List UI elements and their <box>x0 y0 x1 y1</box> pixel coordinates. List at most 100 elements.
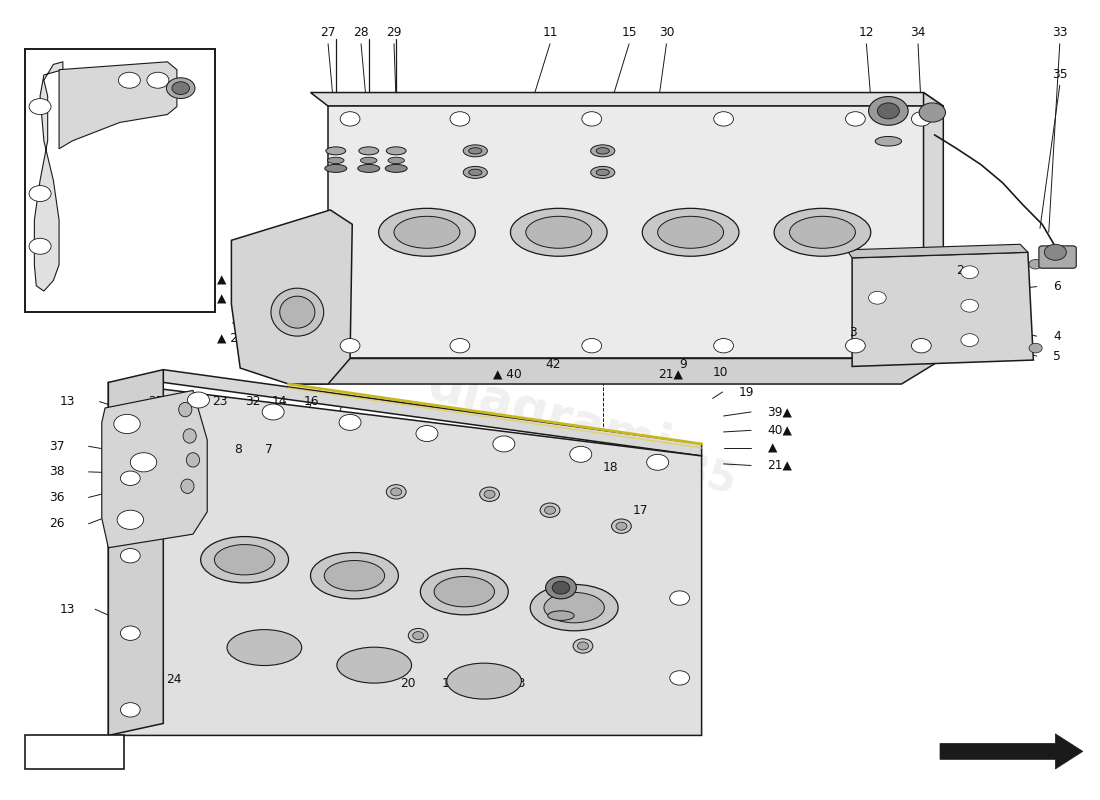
Circle shape <box>339 414 361 430</box>
Circle shape <box>670 591 690 606</box>
Ellipse shape <box>200 537 288 583</box>
Circle shape <box>120 626 140 640</box>
Text: 14: 14 <box>272 395 287 408</box>
Text: 16: 16 <box>304 395 319 408</box>
Circle shape <box>450 112 470 126</box>
Ellipse shape <box>530 585 618 630</box>
Circle shape <box>920 103 946 122</box>
Ellipse shape <box>386 147 406 155</box>
Circle shape <box>1044 244 1066 260</box>
Ellipse shape <box>378 208 475 256</box>
Text: ▲: ▲ <box>768 442 777 454</box>
Text: 6: 6 <box>1053 280 1060 293</box>
Circle shape <box>408 629 428 642</box>
Circle shape <box>262 404 284 420</box>
Ellipse shape <box>271 288 323 336</box>
Polygon shape <box>328 106 944 358</box>
Circle shape <box>616 522 627 530</box>
Text: 20: 20 <box>400 677 416 690</box>
Text: 9: 9 <box>680 358 688 370</box>
Polygon shape <box>924 93 944 358</box>
Polygon shape <box>59 62 177 149</box>
Text: 31: 31 <box>191 122 208 135</box>
Text: 41: 41 <box>243 251 258 264</box>
Circle shape <box>869 291 887 304</box>
Circle shape <box>1028 343 1042 353</box>
Text: 12: 12 <box>859 26 874 39</box>
Polygon shape <box>310 93 944 106</box>
Ellipse shape <box>434 577 495 607</box>
Text: 24: 24 <box>166 673 182 686</box>
Polygon shape <box>288 358 944 384</box>
Circle shape <box>130 453 156 472</box>
Circle shape <box>390 488 402 496</box>
Circle shape <box>552 582 570 594</box>
Circle shape <box>493 436 515 452</box>
Circle shape <box>912 112 932 126</box>
Polygon shape <box>34 62 63 291</box>
Ellipse shape <box>394 216 460 248</box>
Ellipse shape <box>359 147 378 155</box>
Ellipse shape <box>658 216 724 248</box>
FancyBboxPatch shape <box>25 735 123 769</box>
Circle shape <box>416 426 438 442</box>
Text: 24: 24 <box>180 395 196 408</box>
Ellipse shape <box>324 561 385 591</box>
Text: 21▲: 21▲ <box>658 368 682 381</box>
Circle shape <box>582 338 602 353</box>
Ellipse shape <box>469 170 482 175</box>
Circle shape <box>29 186 51 202</box>
Circle shape <box>546 577 576 599</box>
Text: 39▲: 39▲ <box>768 406 792 418</box>
Ellipse shape <box>774 208 871 256</box>
FancyBboxPatch shape <box>1038 246 1076 268</box>
Ellipse shape <box>385 165 407 172</box>
Circle shape <box>1028 259 1042 269</box>
Text: 2: 2 <box>957 264 965 277</box>
Circle shape <box>29 98 51 114</box>
Circle shape <box>120 471 140 486</box>
Text: ▲ 21: ▲ 21 <box>217 331 245 344</box>
Circle shape <box>714 112 734 126</box>
Circle shape <box>540 503 560 518</box>
Ellipse shape <box>361 158 377 164</box>
Polygon shape <box>940 734 1082 769</box>
Text: 32: 32 <box>245 395 261 408</box>
Ellipse shape <box>876 137 902 146</box>
Ellipse shape <box>642 208 739 256</box>
Text: 8: 8 <box>234 443 242 456</box>
Circle shape <box>147 72 169 88</box>
Ellipse shape <box>510 208 607 256</box>
Polygon shape <box>109 370 163 735</box>
Ellipse shape <box>324 165 346 172</box>
Circle shape <box>29 238 51 254</box>
Text: 35: 35 <box>1052 68 1068 81</box>
Ellipse shape <box>180 479 194 494</box>
Ellipse shape <box>178 402 191 417</box>
Ellipse shape <box>326 147 345 155</box>
Circle shape <box>114 414 140 434</box>
Text: 30: 30 <box>659 26 674 39</box>
Circle shape <box>846 338 866 353</box>
Text: 085: 085 <box>646 440 740 503</box>
Ellipse shape <box>183 429 196 443</box>
Circle shape <box>484 490 495 498</box>
Text: ▲ 39: ▲ 39 <box>217 272 245 285</box>
Circle shape <box>869 97 909 126</box>
Text: 13: 13 <box>510 677 526 690</box>
Text: 34: 34 <box>911 26 926 39</box>
Text: 17: 17 <box>632 504 648 517</box>
Text: 26: 26 <box>48 518 65 530</box>
Text: 19: 19 <box>739 386 755 398</box>
Polygon shape <box>102 390 207 548</box>
Ellipse shape <box>548 611 574 621</box>
Circle shape <box>172 82 189 94</box>
Polygon shape <box>231 210 352 384</box>
Circle shape <box>912 338 932 353</box>
Text: 28: 28 <box>353 26 369 39</box>
Circle shape <box>570 446 592 462</box>
Text: 29: 29 <box>386 26 402 39</box>
Ellipse shape <box>227 630 301 666</box>
Circle shape <box>412 631 424 639</box>
Circle shape <box>846 112 866 126</box>
